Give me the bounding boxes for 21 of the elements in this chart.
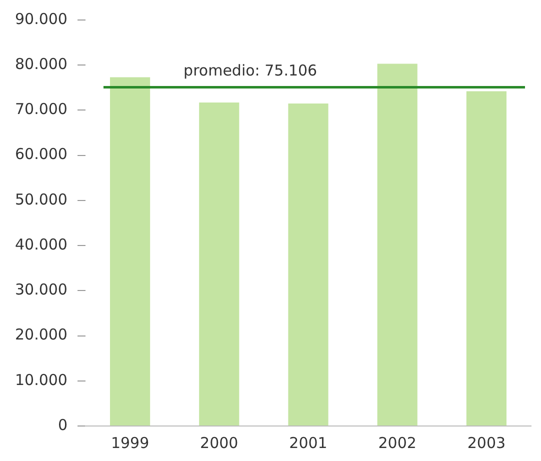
bar (199, 102, 240, 426)
y-tick-label: 40.000 (14, 235, 68, 254)
ref-line-label: promedio: 75.106 (184, 62, 318, 80)
y-tick-label: 10.000 (14, 370, 68, 389)
bar (377, 64, 418, 426)
x-tick-label: 2001 (289, 434, 328, 452)
x-tick-label: 2000 (200, 434, 238, 452)
x-tick-label: 1999 (110, 434, 150, 452)
x-tick-label: 2003 (467, 434, 506, 452)
y-tick-label: 60.000 (14, 145, 68, 164)
y-tick-label: 70.000 (14, 100, 68, 118)
bar (288, 103, 328, 426)
x-tick-label: 2002 (378, 434, 416, 452)
y-tick-label: 50.000 (14, 190, 68, 208)
y-tick-label: 20.000 (14, 326, 68, 344)
y-tick-label: 80.000 (14, 55, 68, 73)
y-tick-label: 0 (58, 416, 68, 434)
bar (466, 91, 506, 426)
y-tick-label: 30.000 (14, 280, 68, 299)
bar (110, 77, 150, 426)
y-tick-label: 90.000 (14, 10, 68, 28)
